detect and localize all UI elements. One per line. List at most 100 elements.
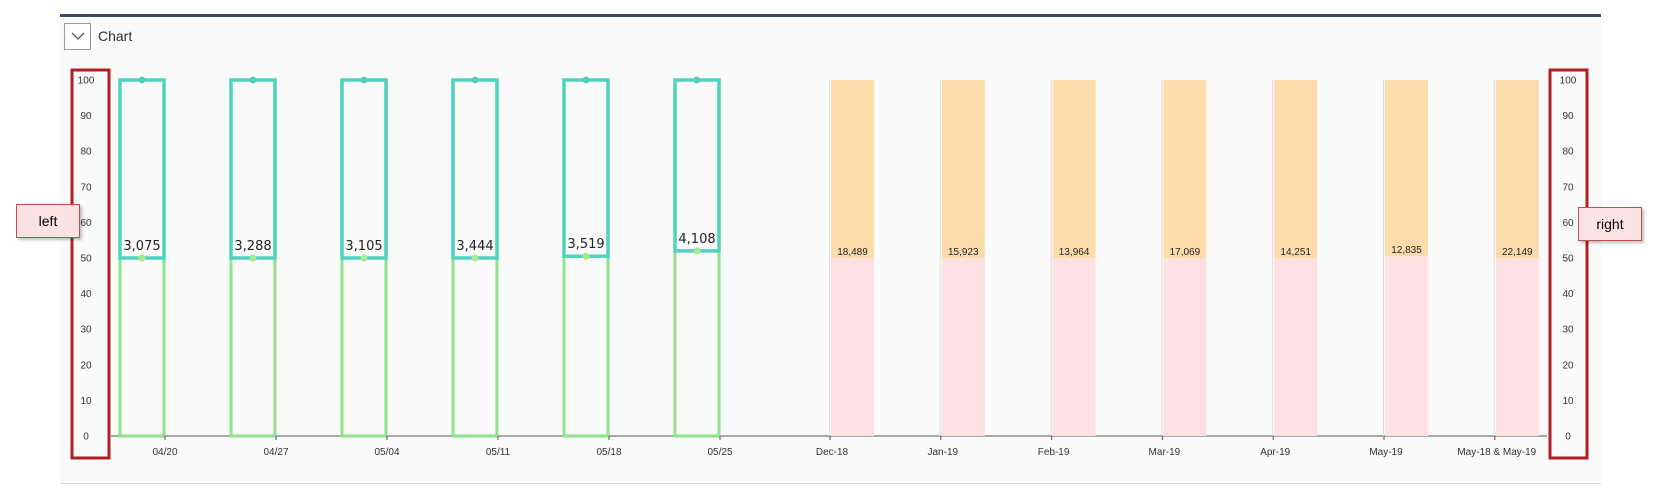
bar-segment-lower	[1052, 258, 1096, 436]
left-axis: 0 10 20 30 40 50 60 70 80 90 100	[78, 76, 1547, 443]
bar-split-marker	[471, 254, 479, 262]
left-axis-tick-label: 20	[80, 360, 92, 371]
bar-segment-lower	[1274, 258, 1318, 436]
bar-data-label: 13,964	[1059, 247, 1090, 258]
bar-top-marker	[360, 76, 368, 84]
left-axis-tick-label: 10	[80, 396, 92, 407]
left-axis-tick-label: 70	[80, 182, 92, 193]
x-axis-tick-label: 04/20	[152, 447, 177, 458]
chevron-down-icon	[71, 32, 84, 40]
bar-segment-upper	[1052, 80, 1096, 258]
bar-top-marker	[249, 76, 257, 84]
bar-data-label: 17,069	[1170, 247, 1201, 258]
bar-segment-upper	[562, 78, 610, 258]
annotation-boxes	[70, 68, 1589, 460]
bar-split-marker	[360, 254, 368, 262]
x-axis-tick-label: May-19	[1369, 447, 1403, 458]
bar-split-marker	[693, 247, 701, 255]
bar-segment-lower	[340, 256, 388, 438]
bar-split-marker	[138, 254, 146, 262]
bar-data-label: 3,105	[345, 239, 382, 254]
bar-segment-upper	[340, 78, 388, 260]
left-axis-tick-label: 100	[78, 76, 95, 87]
bar-data-label: 3,288	[234, 239, 271, 254]
bar-data-label: 3,519	[567, 237, 604, 252]
right-axis-tick-label: 50	[1562, 254, 1574, 265]
bar-segment-lower	[118, 256, 166, 438]
left-axis-highlight-box	[70, 68, 111, 460]
right-axis: 0 10 20 30 40 50 60 70 80 90 100	[1560, 76, 1577, 443]
bar-segment-upper	[831, 80, 874, 258]
bar-segment-upper	[941, 80, 985, 258]
left-axis-callout: left	[16, 204, 80, 238]
left-axis-tick-label: 90	[80, 111, 92, 122]
right-axis-tick-label: 80	[1562, 147, 1574, 158]
right-axis-tick-label: 20	[1562, 360, 1574, 371]
left-axis-tick-label: 60	[80, 218, 92, 229]
bar-segment-upper	[1274, 80, 1318, 258]
right-axis-callout: right	[1578, 207, 1642, 241]
x-axis-tick-label: Feb-19	[1038, 447, 1070, 458]
bar-segment-upper	[1495, 80, 1539, 258]
x-axis-tick-label: 05/25	[707, 447, 732, 458]
bar-segment-upper	[1163, 80, 1207, 258]
bar-top-marker	[582, 76, 590, 84]
left-axis-tick-label: 80	[80, 147, 92, 158]
bar-data-label: 15,923	[948, 247, 979, 258]
left-axis-tick-label: 30	[80, 325, 92, 336]
x-axis-tick-label: 05/11	[486, 447, 511, 458]
bar-segment-lower	[229, 256, 277, 438]
x-axis-labels: 04/20 04/27 05/04 05/11 05/18 05/25 Dec-18 Jan-…	[152, 436, 1537, 458]
left-callout-label: left	[38, 213, 58, 229]
bar-data-label: 4,108	[678, 232, 715, 247]
bar-data-label: 18,489	[837, 247, 868, 258]
bar-segment-lower	[562, 254, 610, 438]
bar-segment-upper	[118, 78, 166, 260]
x-axis-tick-label: Dec-18	[816, 447, 849, 458]
right-axis-highlight-box	[1548, 68, 1589, 460]
right-axis-tick-label: 40	[1562, 289, 1574, 300]
bar-segment-upper	[451, 78, 499, 260]
panel-bottom-border	[60, 483, 1601, 484]
bar-segment-lower	[451, 256, 499, 438]
panel-header: Chart	[64, 22, 132, 50]
bar-segment-upper	[1385, 80, 1428, 257]
bar-segment-upper	[673, 78, 721, 253]
bar-segment-upper	[229, 78, 277, 260]
bar-data-label: 12,835	[1391, 245, 1422, 256]
right-axis-tick-label: 90	[1562, 111, 1574, 122]
bar-segment-lower	[1385, 256, 1428, 436]
panel-title: Chart	[98, 28, 133, 44]
x-axis-tick-label: Jan-19	[928, 447, 959, 458]
x-axis-tick-label: Apr-19	[1260, 447, 1290, 458]
bars: 3,075 3,288 3,105 3,444 3,519 4,108 18,489 15,9…	[118, 76, 1539, 438]
bar-segment-lower	[673, 249, 721, 438]
bar-segment-lower	[1495, 258, 1539, 436]
right-axis-tick-label: 10	[1562, 396, 1574, 407]
left-axis-tick-label: 0	[83, 432, 89, 443]
right-callout-label: right	[1596, 216, 1624, 232]
bar-top-marker	[138, 76, 146, 84]
collapse-toggle-button[interactable]	[64, 22, 91, 50]
x-axis-tick-label: 05/18	[596, 447, 621, 458]
bar-segment-lower	[831, 258, 874, 436]
x-axis-tick-label: May-18 & May-19	[1457, 447, 1536, 458]
bar-data-label: 3,075	[123, 239, 160, 254]
right-axis-tick-label: 60	[1562, 218, 1574, 229]
x-axis-tick-label: Mar-19	[1149, 447, 1181, 458]
right-axis-tick-label: 30	[1562, 325, 1574, 336]
x-axis-tick-label: 04/27	[263, 447, 288, 458]
bar-split-marker	[249, 254, 257, 262]
bar-top-marker	[693, 76, 701, 84]
bar-top-marker	[471, 76, 479, 84]
right-axis-tick-label: 0	[1565, 432, 1571, 443]
x-axis-tick-label: 05/04	[374, 447, 399, 458]
chart-panel	[60, 14, 1601, 484]
left-axis-tick-label: 40	[80, 289, 92, 300]
left-axis-tick-label: 50	[80, 254, 92, 265]
bar-data-label: 14,251	[1280, 247, 1311, 258]
right-axis-tick-label: 70	[1562, 182, 1574, 193]
bar-data-label: 22,149	[1502, 247, 1533, 258]
category-dividers	[829, 80, 1495, 436]
